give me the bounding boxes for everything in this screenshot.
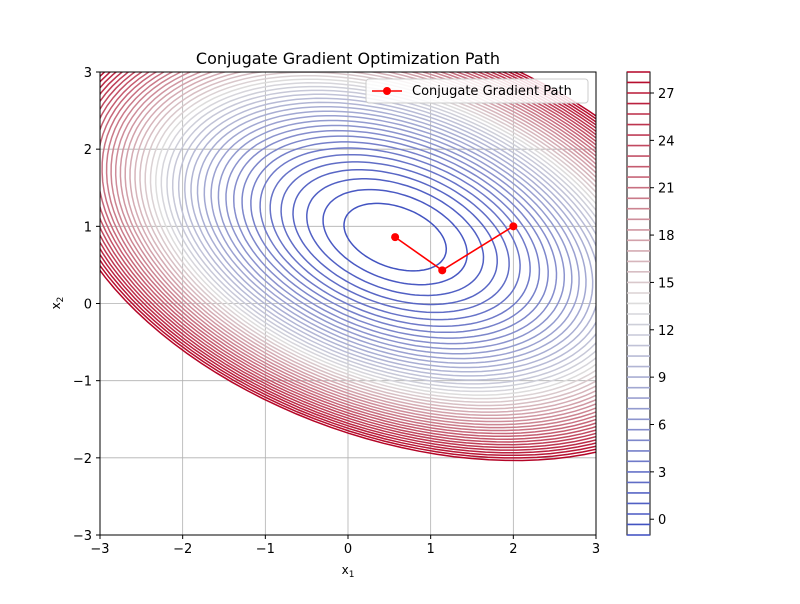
legend: Conjugate Gradient Path <box>365 78 589 104</box>
y-tick-label: −3 <box>73 529 92 544</box>
contour-line <box>139 72 596 407</box>
contour-line <box>105 72 596 429</box>
contour-line <box>250 141 541 334</box>
x-tick-label: −2 <box>173 542 192 557</box>
contour-line <box>100 72 596 446</box>
contour-line <box>259 147 531 327</box>
path-point <box>391 233 400 242</box>
contour-line <box>280 161 510 314</box>
contour-line <box>190 101 596 373</box>
contour-line <box>306 178 485 297</box>
colorbar-tick-label: 18 <box>658 229 675 244</box>
x-tick-label: −3 <box>90 542 109 557</box>
contour-line <box>101 72 596 432</box>
contour-line <box>124 72 596 417</box>
contour-line <box>100 72 596 454</box>
y-axis: −3 −2 −1 0 1 2 3 <box>73 66 100 544</box>
contour-line <box>100 72 596 443</box>
contour-lines <box>100 72 596 462</box>
y-tick-label: −1 <box>73 375 92 390</box>
contour-line <box>196 105 594 369</box>
contour-line <box>217 119 573 355</box>
contour-line <box>149 74 596 400</box>
x-tick-label: 0 <box>344 542 352 557</box>
x-tick-label: 2 <box>509 542 517 557</box>
contour-line <box>292 169 498 306</box>
y-tick-label: 3 <box>84 66 92 81</box>
contour-line <box>110 72 596 426</box>
path-point <box>438 266 447 275</box>
contour-line <box>184 97 596 377</box>
contour-line <box>225 124 566 350</box>
x-tick-label: 1 <box>427 542 435 557</box>
contour-line <box>100 72 596 449</box>
path-point <box>509 222 518 231</box>
colorbar: 0 3 6 9 12 15 18 21 24 27 <box>626 71 675 536</box>
contour-line <box>119 72 596 420</box>
colorbar-tick-label: 24 <box>658 134 675 149</box>
contour-line <box>166 85 596 389</box>
chart-title: Conjugate Gradient Optimization Path <box>196 49 500 68</box>
colorbar-tick-label: 6 <box>658 418 666 433</box>
contour-line <box>114 72 596 423</box>
contour-line <box>322 188 468 286</box>
contour-line <box>210 114 580 360</box>
contour-line <box>269 153 521 321</box>
x-tick-label: −1 <box>256 542 275 557</box>
contour-line <box>100 72 596 440</box>
colorbar-tick-label: 15 <box>658 276 675 291</box>
legend-box <box>365 78 589 104</box>
y-axis-label: x2 <box>49 297 66 310</box>
contour-line <box>160 82 596 393</box>
contour-line <box>144 72 596 403</box>
y-tick-label: −2 <box>73 452 92 467</box>
contour-line <box>100 72 596 435</box>
colorbar-tick-label: 3 <box>658 466 666 481</box>
contour-line <box>155 78 596 396</box>
contour-line <box>177 93 596 381</box>
contour-line <box>100 72 596 451</box>
x-axis-label: x1 <box>342 563 355 580</box>
x-tick-label: 3 <box>592 542 600 557</box>
colorbar-tick-label: 9 <box>658 371 666 386</box>
x-axis: −3 −2 −1 0 1 2 3 <box>90 535 600 557</box>
contour-line <box>129 72 596 413</box>
y-tick-label: 0 <box>84 298 92 313</box>
colorbar-tick-label: 0 <box>658 513 666 528</box>
contour-line <box>100 72 596 459</box>
y-tick-label: 1 <box>84 220 92 235</box>
contour-line <box>241 135 549 339</box>
contour-line <box>134 72 596 410</box>
contour-line <box>343 202 448 272</box>
contour-line <box>100 72 596 438</box>
contour-line <box>100 72 596 457</box>
y-tick-label: 2 <box>84 143 92 158</box>
colorbar-tick-label: 21 <box>658 182 675 197</box>
cg-path <box>391 222 518 275</box>
contour-line <box>203 110 587 364</box>
contour-line <box>233 129 558 345</box>
legend-label: Conjugate Gradient Path <box>412 84 572 99</box>
legend-marker <box>383 87 391 95</box>
colorbar-tick-label: 12 <box>658 324 675 339</box>
contour-line <box>171 89 596 385</box>
contour-line <box>100 72 596 462</box>
colorbar-tick-label: 27 <box>658 87 675 102</box>
